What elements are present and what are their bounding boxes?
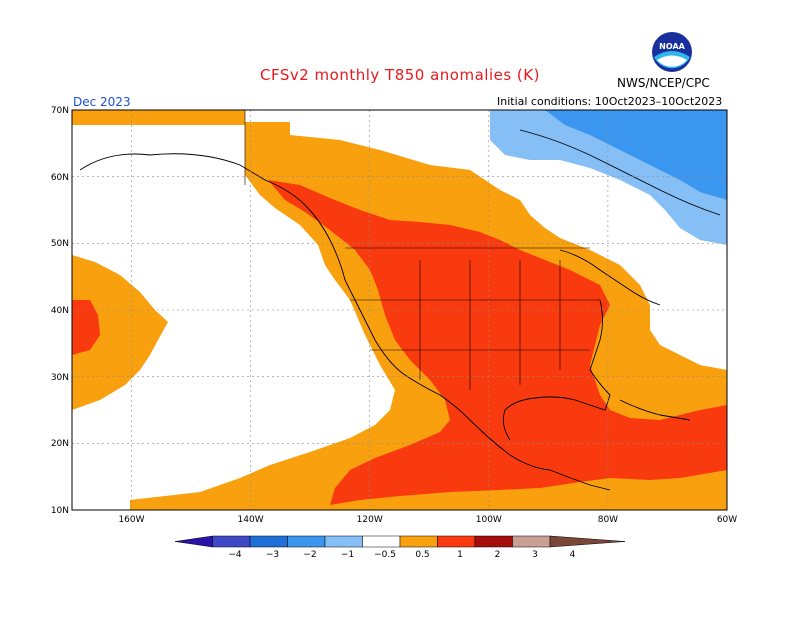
anomaly-region-orange-pacific xyxy=(72,255,168,410)
lon-label: 120W xyxy=(357,515,383,525)
lat-label: 60N xyxy=(51,173,69,183)
lat-label: 40N xyxy=(51,306,69,316)
colorbar-tick-label: 1 xyxy=(457,550,463,560)
colorbar-arrow-low xyxy=(174,535,213,548)
initial-conditions-label: Initial conditions: 10Oct2023–10Oct2023 xyxy=(497,95,723,108)
lon-label: 80W xyxy=(598,515,618,525)
colorbar-swatch xyxy=(362,535,401,548)
colorbar-tick-label: −1 xyxy=(341,550,354,560)
lat-label: 20N xyxy=(51,439,69,449)
longitude-labels: 160W 140W 120W 100W 80W 60W xyxy=(118,515,737,525)
forecast-month-label: Dec 2023 xyxy=(73,95,131,109)
lon-label: 60W xyxy=(717,515,737,525)
anomaly-region-neutral-ne xyxy=(520,155,727,250)
lat-label: 30N xyxy=(51,373,69,383)
colorbar-tick-label: −4 xyxy=(228,550,242,560)
latitude-labels: 70N 60N 50N 40N 30N 20N 10N xyxy=(51,106,69,516)
noaa-logo: NOAA xyxy=(651,31,693,73)
noaa-logo-text: NOAA xyxy=(659,42,685,51)
lat-label: 50N xyxy=(51,239,69,249)
lat-label: 70N xyxy=(51,106,69,116)
coastlines xyxy=(79,129,721,491)
agency-label: NWS/NCEP/CPC xyxy=(617,76,710,90)
colorbar-tick-label: −0.5 xyxy=(374,550,396,560)
colorbar-swatch xyxy=(249,535,288,548)
colorbar-arrow-high xyxy=(549,535,626,548)
political-boundaries xyxy=(244,110,600,390)
colorbar-swatch xyxy=(437,535,476,548)
colorbar-tick-label: −2 xyxy=(303,550,316,560)
colorbar-tick-label: 4 xyxy=(570,550,576,560)
color-legend: −4 −3 −2 −1 −0.5 0.5 1 2 3 4 xyxy=(174,535,626,560)
anomaly-region-red-pacific xyxy=(72,300,100,355)
graticule xyxy=(72,110,727,510)
colorbar-swatch xyxy=(212,535,251,548)
colorbar-swatch xyxy=(512,535,551,548)
map-title: CFSv2 monthly T850 anomalies (K) xyxy=(260,66,540,84)
lon-label: 160W xyxy=(118,515,144,525)
anomaly-region-red-main xyxy=(268,180,727,505)
lon-label: 140W xyxy=(238,515,264,525)
map-frame xyxy=(71,109,728,511)
colorbar-swatch xyxy=(324,535,363,548)
anomaly-region-blue-strong xyxy=(545,110,727,200)
colorbar-tick-label: 3 xyxy=(532,550,538,560)
lon-label: 100W xyxy=(476,515,502,525)
colorbar-tick-label: 2 xyxy=(495,550,501,560)
colorbar-swatch xyxy=(474,535,513,548)
lat-label: 10N xyxy=(51,506,69,516)
colorbar-swatch xyxy=(287,535,326,548)
colorbar-tick-label: 0.5 xyxy=(415,550,429,560)
colorbar-swatch xyxy=(399,535,438,548)
colorbar-tick-label: −3 xyxy=(266,550,279,560)
